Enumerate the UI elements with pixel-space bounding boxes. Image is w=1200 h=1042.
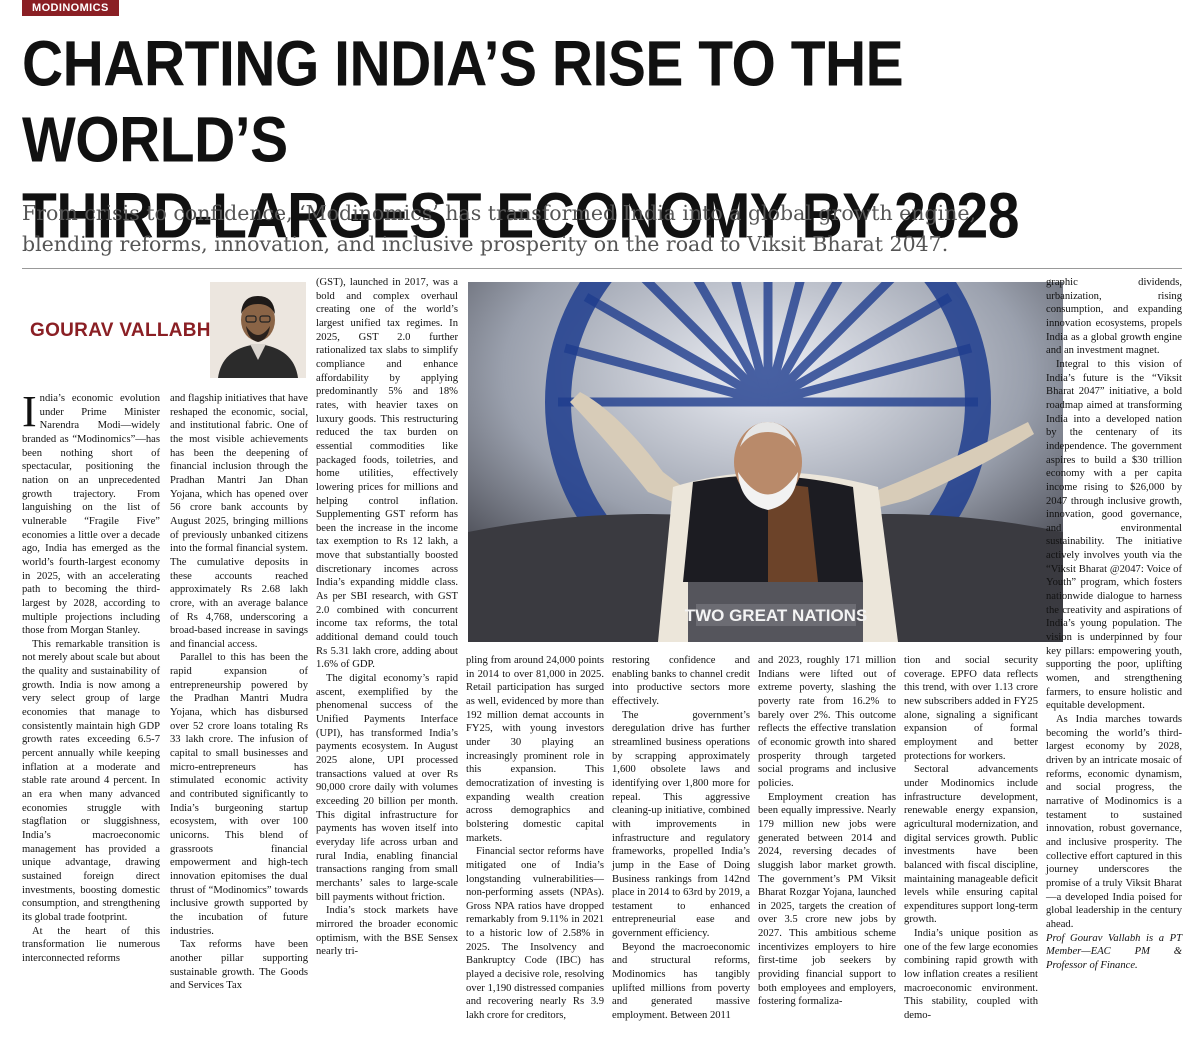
paragraph: At the heart of this transformation lie … — [22, 925, 160, 964]
column-4: pling from around 24,000 points in 2014 … — [466, 654, 604, 1023]
paragraph: Sectoral advancements under Modinomics i… — [904, 764, 1038, 926]
column-6: and 2023, roughly 171 million Indians we… — [758, 654, 896, 1009]
author-credit: Prof Gourav Vallabh is a PT Member—EAC P… — [1046, 932, 1182, 971]
column-2: and flagship initiatives that have resha… — [170, 392, 308, 993]
paragraph: tion and social security coverage. EPFO … — [904, 655, 1038, 762]
paragraph: Employment creation has been equally imp… — [758, 791, 896, 1008]
podium-text: TWO GREAT NATIONS — [685, 606, 868, 625]
headline-line-2: THIRD-LARGEST ECONOMY BY 2028 — [22, 180, 1019, 253]
divider — [22, 268, 1182, 269]
column-7: tion and social security coverage. EPFO … — [904, 654, 1038, 1023]
paragraph: restoring confidence and enabling banks … — [612, 655, 750, 707]
paragraph: The government’s deregulation drive has … — [612, 709, 750, 940]
author-photo — [210, 282, 306, 378]
paragraph: (GST), launched in 2017, was a bold and … — [316, 277, 458, 671]
paragraph: and 2023, roughly 171 million Indians we… — [758, 655, 896, 789]
paragraph: Beyond the macroeconomic and structural … — [612, 941, 750, 1022]
paragraph: Financial sector reforms have mitigated … — [466, 846, 604, 1022]
deck: From crisis to confidence, ‘Modinomics’ … — [22, 198, 1182, 260]
paragraph: Integral to this vision of India’s futur… — [1046, 358, 1182, 712]
paragraph: India’s unique position as one of the fe… — [904, 928, 1038, 1022]
paragraph: graphic dividends, urbanization, rising … — [1046, 277, 1182, 357]
column-3: (GST), launched in 2017, was a bold and … — [316, 276, 458, 959]
deck-line-1: From crisis to confidence, ‘Modinomics’ … — [22, 201, 977, 225]
paragraph: Tax reforms have been another pillar sup… — [170, 939, 308, 992]
paragraph: This remarkable transition is not merely… — [22, 638, 160, 923]
headline: CHARTING INDIA’S RISE TO THE WORLD’S THI… — [22, 26, 1182, 254]
paragraph: As India marches towards becoming the wo… — [1046, 714, 1182, 930]
paragraph: India’s stock markets have mirrored the … — [316, 905, 458, 958]
paragraph: The digital economy’s rapid ascent, exem… — [316, 673, 458, 903]
deck-line-2: blending reforms, innovation, and inclus… — [22, 232, 949, 256]
main-photo: TWO GREAT NATIONS — [468, 282, 1063, 642]
paragraph: and flagship initiatives that have resha… — [170, 393, 308, 650]
section-tag: MODINOMICS — [22, 0, 119, 16]
drop-cap: I — [22, 387, 37, 436]
column-5: restoring confidence and enabling banks … — [612, 654, 750, 1023]
paragraph: Parallel to this has been the rapid expa… — [170, 652, 308, 937]
headline-line-1: CHARTING INDIA’S RISE TO THE WORLD’S — [22, 28, 904, 177]
paragraph: pling from around 24,000 points in 2014 … — [466, 655, 604, 844]
byline: GOURAV VALLABH — [30, 320, 211, 341]
column-8: graphic dividends, urbanization, rising … — [1046, 276, 1182, 972]
